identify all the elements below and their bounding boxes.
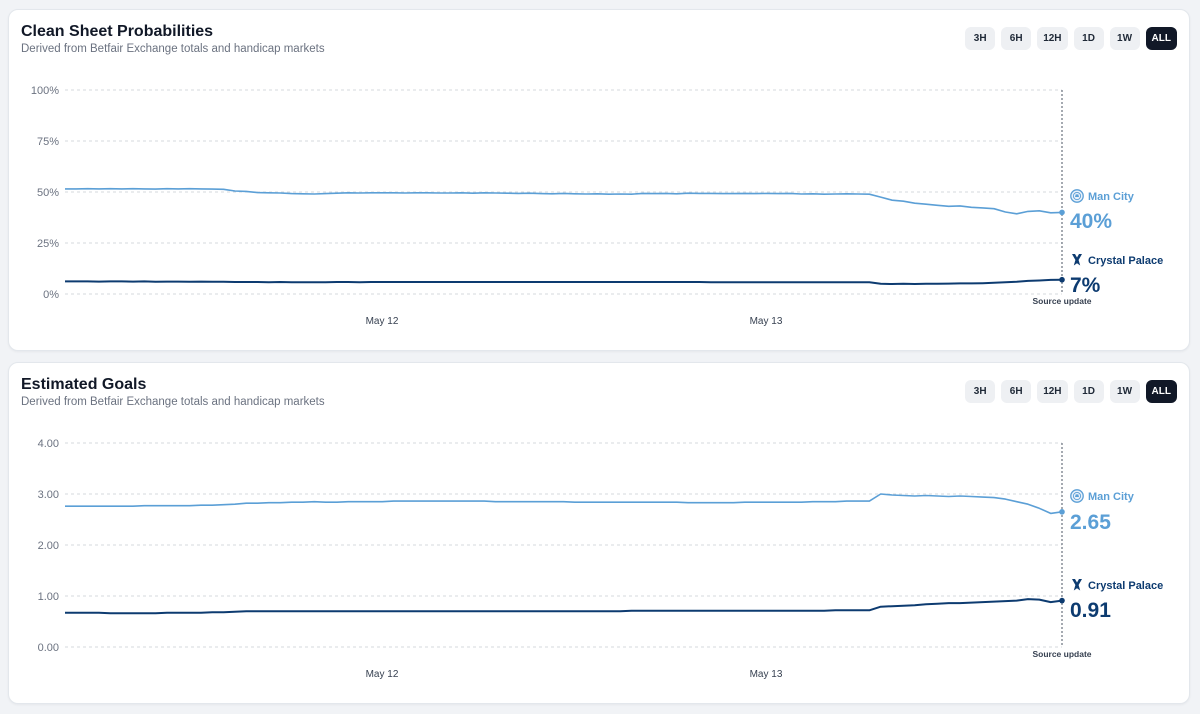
range-1w-button[interactable]: 1W — [1109, 380, 1140, 403]
series-current-value: 40% — [1070, 210, 1112, 233]
x-tick-label: May 13 — [750, 669, 783, 680]
range-1w-button[interactable]: 1W — [1109, 27, 1140, 50]
series-name-label: Crystal Palace — [1088, 580, 1163, 592]
crystal-palace-crest-icon — [1072, 254, 1082, 266]
series-line-man-city — [65, 493, 1063, 515]
range-1d-button[interactable]: 1D — [1073, 27, 1104, 50]
series-endpoint — [1059, 597, 1065, 604]
series-line-crystal-palace — [65, 598, 1063, 615]
y-tick-label: 4.00 — [38, 438, 59, 450]
y-tick-label: 0% — [43, 289, 59, 301]
time-range-selector: 3H 6H 12H 1D 1W ALL — [965, 380, 1177, 403]
estimated-goals-line-chart: 0.00 1.00 2.00 3.00 4.00 May 12 May 13 Source u… — [38, 438, 1164, 680]
y-tick-label: 0.00 — [38, 642, 59, 654]
series-name-label: Crystal Palace — [1088, 255, 1163, 267]
x-tick-label: May 12 — [366, 316, 399, 327]
chart-title: Clean Sheet Probabilities — [21, 23, 214, 40]
y-tick-label: 25% — [37, 238, 59, 250]
chart-subtitle: Derived from Betfair Exchange totals and… — [21, 43, 325, 55]
estimated-goals-card: Estimated Goals Derived from Betfair Exc… — [8, 362, 1190, 704]
range-all-button[interactable]: ALL — [1145, 27, 1177, 50]
source-update-label: Source update — [1032, 649, 1091, 659]
series-line-crystal-palace — [65, 278, 1063, 285]
series-current-value: 0.91 — [1070, 599, 1111, 622]
series-current-value: 2.65 — [1070, 511, 1111, 534]
x-tick-label: May 13 — [750, 316, 783, 327]
clean-sheet-card: Clean Sheet Probabilities Derived from B… — [8, 9, 1190, 351]
chart-title: Estimated Goals — [21, 376, 147, 393]
range-6h-button[interactable]: 6H — [1001, 380, 1032, 403]
range-3h-button[interactable]: 3H — [965, 380, 996, 403]
time-range-selector: 3H 6H 12H 1D 1W ALL — [965, 27, 1177, 50]
range-3h-button[interactable]: 3H — [965, 27, 996, 50]
man-city-crest-icon — [1070, 189, 1084, 203]
range-12h-button[interactable]: 12H — [1037, 380, 1068, 403]
x-tick-label: May 12 — [366, 669, 399, 680]
range-all-button[interactable]: ALL — [1145, 380, 1177, 403]
series-endpoint — [1059, 276, 1065, 283]
y-tick-label: 2.00 — [38, 540, 59, 552]
series-endpoint — [1059, 209, 1065, 216]
series-name-label: Man City — [1088, 491, 1135, 503]
crystal-palace-crest-icon — [1072, 579, 1082, 591]
y-tick-label: 50% — [37, 187, 59, 199]
chart-subtitle: Derived from Betfair Exchange totals and… — [21, 396, 325, 408]
series-line-man-city — [65, 187, 1063, 215]
range-12h-button[interactable]: 12H — [1037, 27, 1068, 50]
series-name-label: Man City — [1088, 191, 1135, 203]
range-6h-button[interactable]: 6H — [1001, 27, 1032, 50]
clean-sheet-line-chart: 0% 25% 50% 75% 100% May 12 May 13 Source update… — [31, 85, 1163, 327]
y-tick-label: 100% — [31, 85, 59, 97]
range-1d-button[interactable]: 1D — [1073, 380, 1104, 403]
series-current-value: 7% — [1070, 274, 1101, 297]
y-tick-label: 75% — [37, 136, 59, 148]
y-tick-label: 1.00 — [38, 591, 59, 603]
y-tick-label: 3.00 — [38, 489, 59, 501]
man-city-crest-icon — [1070, 489, 1084, 503]
series-endpoint — [1059, 509, 1065, 515]
source-update-label: Source update — [1032, 296, 1091, 306]
